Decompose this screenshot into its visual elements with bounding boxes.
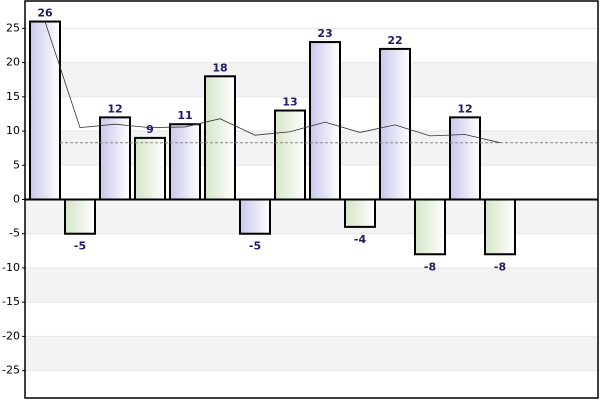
y-tick-label: 15 <box>6 90 20 103</box>
y-tick-label: -15 <box>2 295 20 308</box>
value-label: 12 <box>107 102 122 115</box>
y-tick-label: -25 <box>2 364 20 377</box>
bar <box>29 20 61 201</box>
trend-line <box>44 21 501 144</box>
value-label: 26 <box>37 7 53 20</box>
value-label: 12 <box>457 102 472 115</box>
value-label: 11 <box>177 109 192 122</box>
y-tick-label: 25 <box>6 21 20 34</box>
y-tick-label: 5 <box>13 158 20 171</box>
bar <box>169 123 201 201</box>
value-label: -5 <box>74 240 86 253</box>
value-label: -4 <box>354 233 367 246</box>
value-label: -8 <box>424 260 436 273</box>
bar <box>309 41 341 201</box>
bar <box>239 198 271 235</box>
bar <box>379 47 411 201</box>
grid-band <box>25 267 598 303</box>
value-label: 23 <box>317 27 332 40</box>
y-tick-label: -5 <box>9 227 20 240</box>
value-label: 13 <box>282 96 297 109</box>
bar <box>484 198 516 256</box>
bar <box>134 136 166 201</box>
y-tick-label: -20 <box>2 329 20 342</box>
value-label: 9 <box>146 123 154 136</box>
bar <box>204 75 236 201</box>
bar <box>99 116 131 201</box>
bar <box>344 198 376 228</box>
value-label: 18 <box>212 61 227 74</box>
y-tick-label: -10 <box>2 261 20 274</box>
value-label: 22 <box>387 34 402 47</box>
bar <box>64 198 96 235</box>
bar <box>449 116 481 201</box>
value-label: -8 <box>494 260 506 273</box>
y-tick-label: 0 <box>13 193 20 206</box>
grid-band <box>25 336 598 371</box>
plot-border <box>24 0 599 399</box>
y-tick-label: 20 <box>6 56 20 69</box>
bar <box>274 109 306 201</box>
y-tick-label: 10 <box>6 124 20 137</box>
value-label: -5 <box>249 240 261 253</box>
bar <box>414 198 446 256</box>
